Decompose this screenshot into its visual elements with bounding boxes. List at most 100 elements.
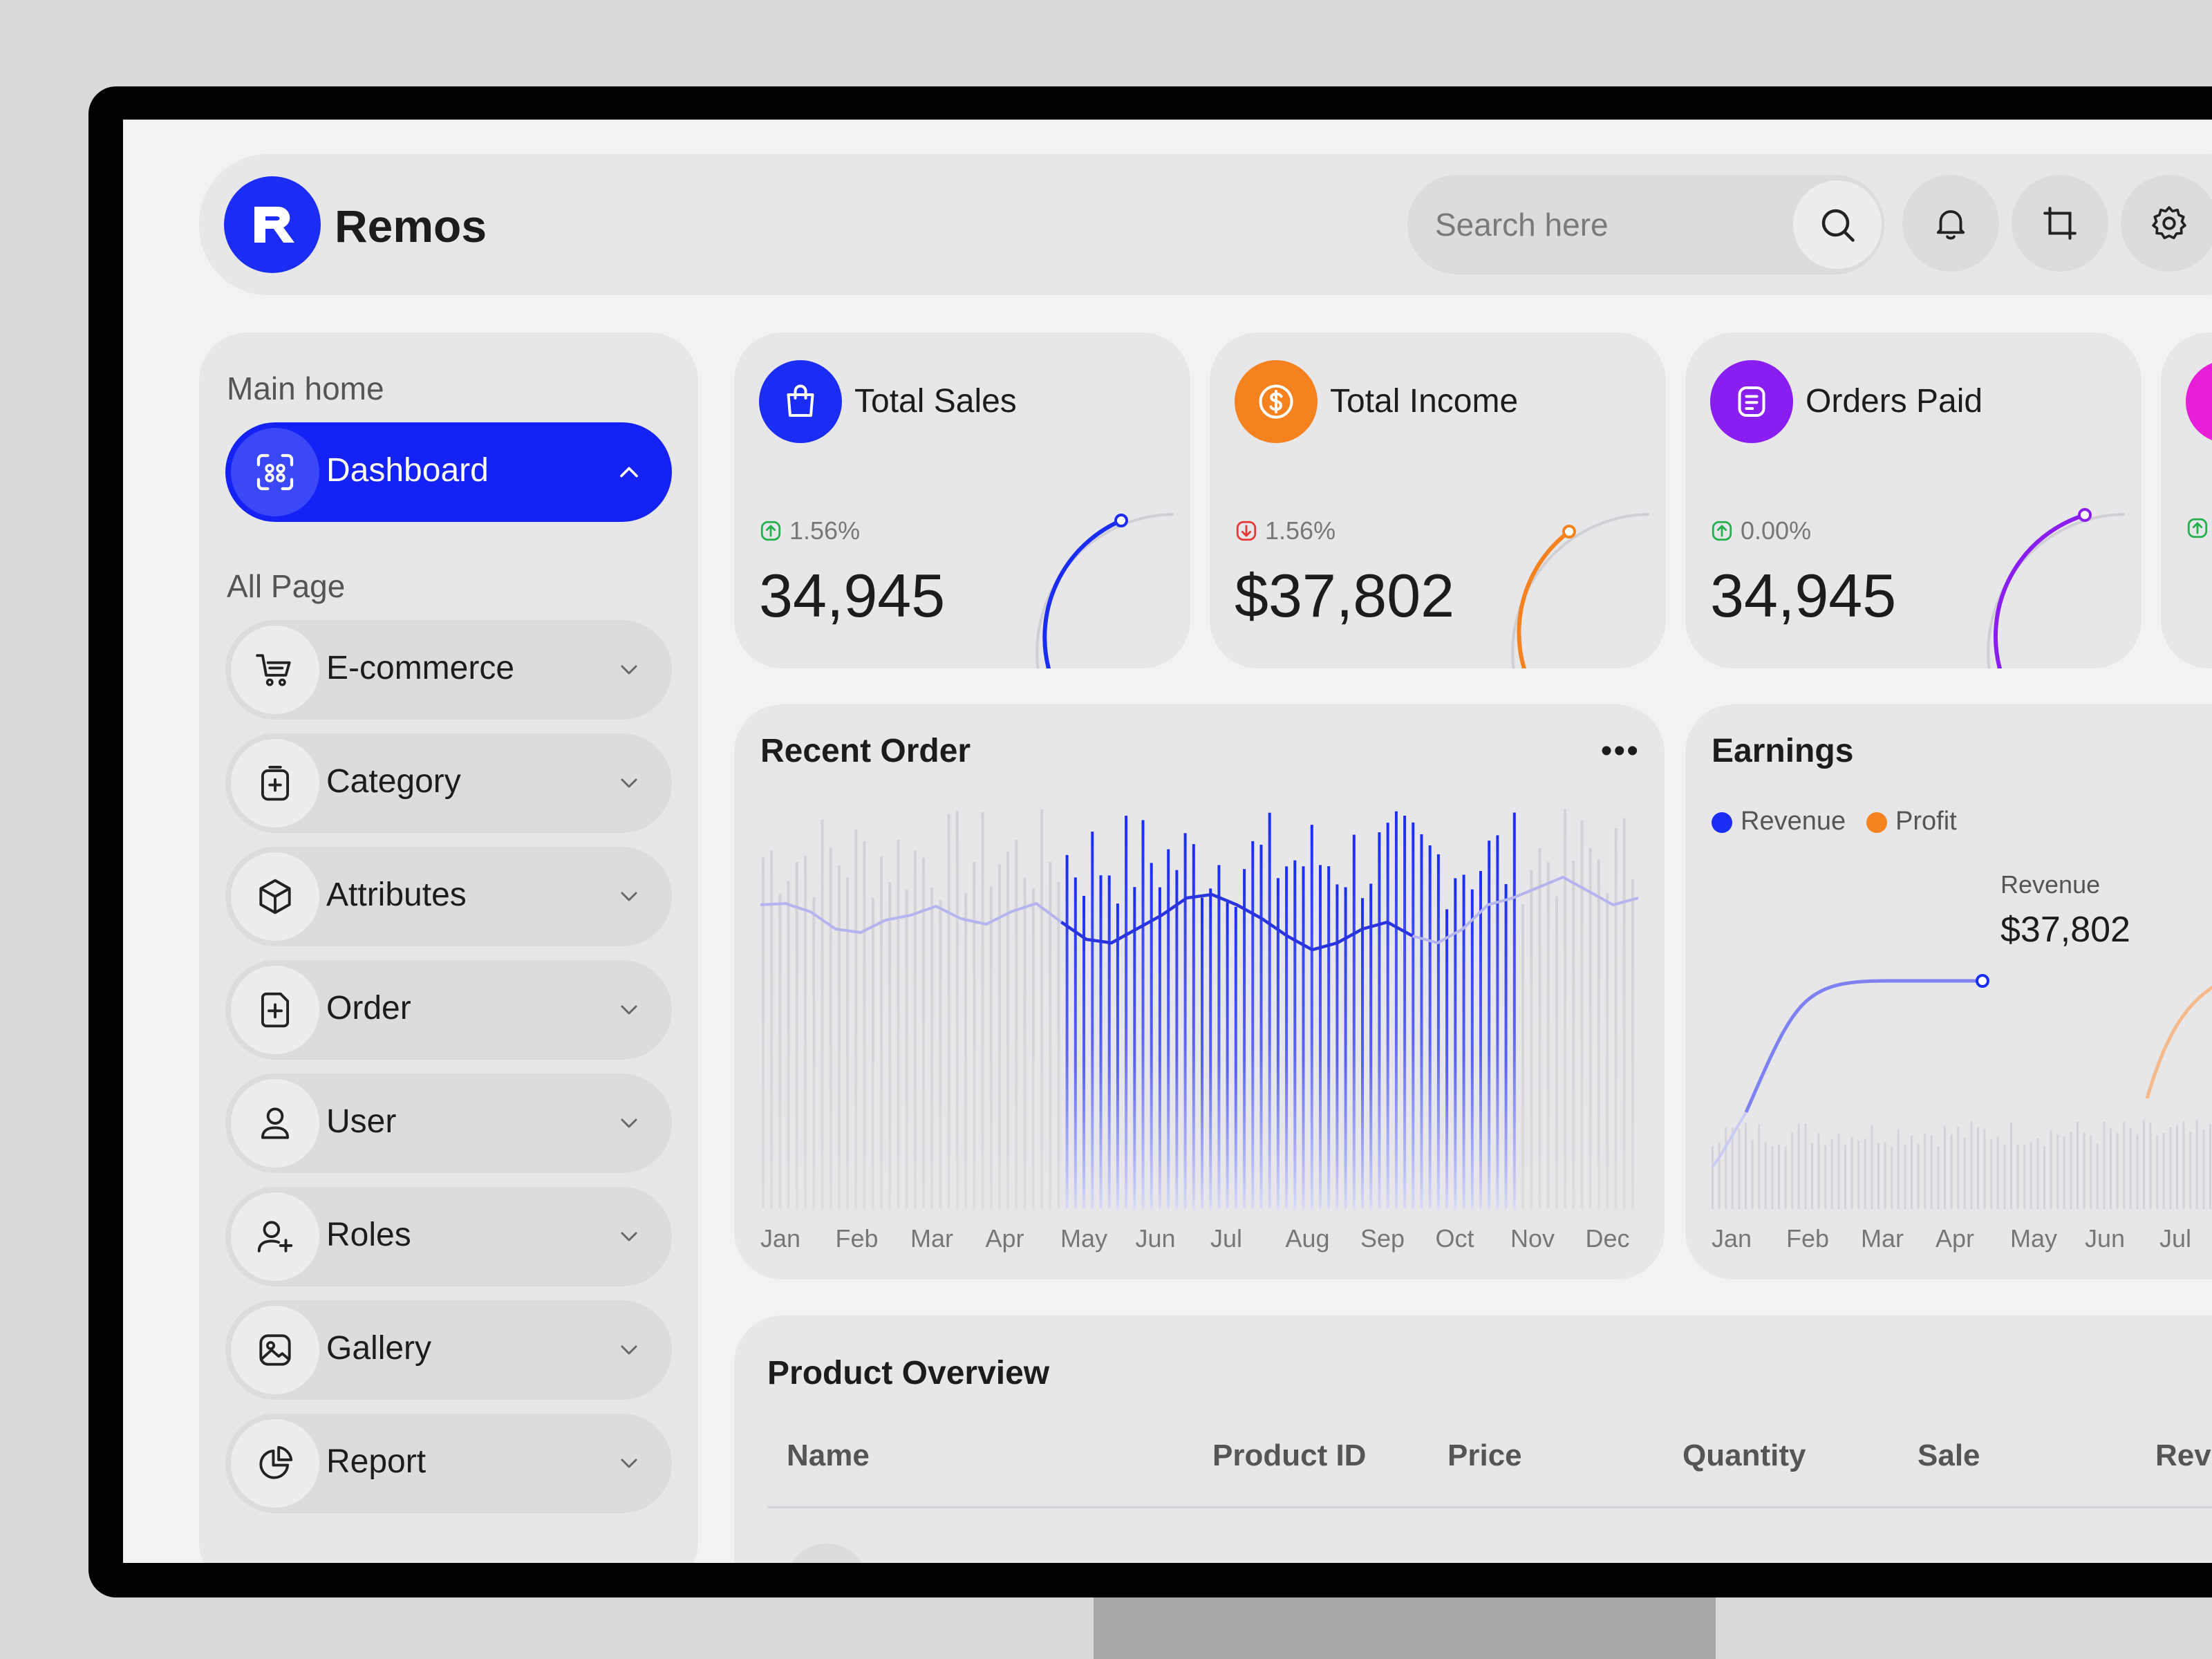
chart-bar xyxy=(821,820,824,1209)
chart-bar xyxy=(1930,1135,1933,1209)
chart-bar xyxy=(939,900,942,1209)
column-header-quantity[interactable]: Quantity xyxy=(1683,1438,1806,1472)
column-header-product-id[interactable]: Product ID xyxy=(1212,1438,1367,1472)
sidebar-item-order[interactable]: Order xyxy=(225,960,672,1060)
chart-bar xyxy=(1622,818,1626,1209)
sidebar-item-label: E-commerce xyxy=(326,650,515,686)
chart-bar xyxy=(997,864,1001,1209)
sidebar-item-label: Order xyxy=(326,990,411,1027)
chart-bar xyxy=(1996,1136,1999,1209)
revenue-line xyxy=(1744,979,1983,1114)
revenue-point[interactable] xyxy=(1976,974,1989,988)
sidebar-item-user[interactable]: User xyxy=(225,1074,672,1173)
chart-bar xyxy=(1040,809,1043,1209)
earnings-title: Earnings xyxy=(1712,733,1854,769)
more-options-button[interactable]: ••• xyxy=(1600,733,1640,769)
search-button[interactable] xyxy=(1793,180,1882,269)
chart-bar xyxy=(2096,1143,2099,1209)
chevron-down-icon xyxy=(621,892,637,901)
recent-order-panel: Recent Order ••• Jan Feb Mar Apr May Jun Jul Au… xyxy=(734,704,1665,1280)
chart-bar xyxy=(922,857,925,1209)
sidebar-item-report[interactable]: Report xyxy=(225,1414,672,1513)
chart-bar xyxy=(1167,849,1170,1209)
stat-card-total-income[interactable]: Total Income 1.56% $37,802 xyxy=(1210,332,1666,668)
legend-label: Profit xyxy=(1895,807,1957,836)
chart-bar xyxy=(1428,845,1432,1209)
sidebar-item-gallery[interactable]: Gallery xyxy=(225,1300,672,1400)
sidebar-item-label: Dashboard xyxy=(326,452,489,489)
trend-line-active xyxy=(1060,892,1414,952)
chart-bar xyxy=(2176,1125,2178,1209)
stat-card-total-sales[interactable]: Total Sales 1.56% 34,945 xyxy=(734,332,1190,668)
notification-button[interactable] xyxy=(1902,175,1999,272)
legend-dot-orange xyxy=(1866,812,1887,833)
chart-bar xyxy=(1006,852,1010,1209)
chart-bar xyxy=(863,841,866,1209)
chart-bar xyxy=(1631,879,1634,1209)
chart-bar xyxy=(1049,861,1052,1209)
stat-card-partial[interactable] xyxy=(2161,332,2212,668)
chart-bar xyxy=(1099,875,1103,1209)
chart-bar xyxy=(1606,892,1609,1209)
chart-bar xyxy=(1745,1123,1747,1209)
chart-bar xyxy=(2103,1122,2106,1209)
chart-bar xyxy=(1209,888,1212,1209)
chart-bar xyxy=(2156,1135,2159,1209)
chart-bar xyxy=(1107,875,1111,1209)
chart-bar xyxy=(1327,866,1331,1209)
month-label: Jan xyxy=(1712,1224,1752,1253)
chart-bar xyxy=(1454,878,1457,1209)
product-thumbnail[interactable] xyxy=(785,1544,868,1563)
stat-progress-arc xyxy=(1035,513,1174,668)
chart-bar xyxy=(1614,828,1618,1209)
chart-bar xyxy=(964,893,968,1209)
column-header-price[interactable]: Price xyxy=(1447,1438,1522,1472)
settings-button[interactable] xyxy=(2121,175,2212,272)
column-header-name[interactable]: Name xyxy=(787,1438,870,1472)
search-input[interactable] xyxy=(1435,200,1781,250)
logo-icon[interactable] xyxy=(224,176,321,273)
sidebar-item-category[interactable]: Category xyxy=(225,733,672,833)
chart-bar xyxy=(1436,854,1440,1209)
chart-bar xyxy=(2136,1134,2139,1209)
chevron-down-icon xyxy=(621,1232,637,1241)
chart-bar xyxy=(1217,865,1221,1209)
chart-bar xyxy=(2010,1122,2012,1209)
sidebar-item-roles[interactable]: Roles xyxy=(225,1187,672,1286)
chevron-down-icon xyxy=(621,665,637,675)
sidebar-item-label: Gallery xyxy=(326,1330,432,1367)
column-header-revenue[interactable]: Reve xyxy=(2155,1438,2212,1472)
chart-bar xyxy=(829,847,832,1209)
chart-bar xyxy=(1445,909,1449,1209)
chart-bar xyxy=(1125,816,1128,1209)
chart-bar xyxy=(888,882,892,1209)
month-label: Mar xyxy=(910,1224,953,1253)
stat-title: Total Income xyxy=(1330,383,1519,420)
chart-bar xyxy=(905,889,908,1209)
section-all-page: All Page xyxy=(227,568,346,604)
chart-bar xyxy=(2195,1119,2198,1209)
chart-bar xyxy=(1864,1138,1866,1209)
legend-dot-blue xyxy=(1712,812,1732,833)
sidebar-item-dashboard[interactable]: Dashboard xyxy=(225,422,672,522)
chart-bar xyxy=(1201,897,1203,1209)
chart-bar xyxy=(2036,1138,2039,1209)
chart-bar xyxy=(2077,1121,2079,1209)
stat-change-value: 1.56% xyxy=(789,516,861,545)
cart-icon xyxy=(231,626,319,714)
stat-icon xyxy=(2186,360,2212,443)
chart-bar xyxy=(1731,1127,1734,1209)
sidebar-item-attributes[interactable]: Attributes xyxy=(225,847,672,946)
sidebar-item-ecommerce[interactable]: E-commerce xyxy=(225,620,672,720)
chart-bar xyxy=(1243,869,1246,1209)
column-header-sale[interactable]: Sale xyxy=(1918,1438,1980,1472)
chart-bar xyxy=(1580,820,1584,1209)
month-label: Oct xyxy=(1435,1224,1474,1253)
month-label: Jul xyxy=(2159,1224,2192,1253)
stat-change-value: 0.00% xyxy=(1741,516,1812,545)
stat-card-orders-paid[interactable]: Orders Paid 0.00% 34,945 xyxy=(1685,332,2141,668)
tooltip-value: $37,802 xyxy=(2000,910,2130,950)
crop-button[interactable] xyxy=(2012,175,2108,272)
chart-bar xyxy=(1824,1145,1827,1209)
dollar-icon xyxy=(1235,360,1318,443)
